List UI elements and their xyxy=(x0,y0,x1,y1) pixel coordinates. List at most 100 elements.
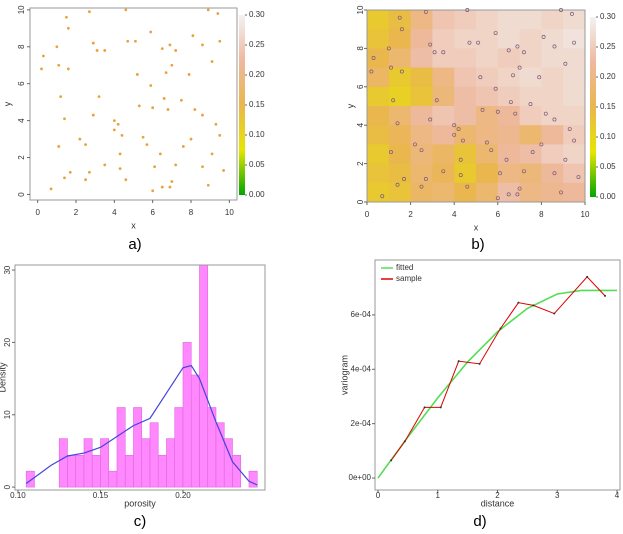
sample-point xyxy=(369,69,374,74)
point xyxy=(124,178,128,182)
heat-cell xyxy=(541,67,564,88)
point xyxy=(151,189,155,193)
point xyxy=(187,73,191,76)
point xyxy=(55,45,59,49)
hist-bar xyxy=(91,454,101,488)
hist-bar xyxy=(190,374,200,488)
heat-cell xyxy=(367,182,390,203)
series-line xyxy=(377,289,618,479)
x-tick-label: 0 xyxy=(35,208,40,217)
sample-point xyxy=(428,42,433,47)
heat-cell xyxy=(563,67,586,88)
sample-point xyxy=(498,171,502,176)
point xyxy=(174,49,178,52)
y-tick-label: 8 xyxy=(356,46,365,51)
sample-point xyxy=(541,34,546,39)
point xyxy=(174,163,178,167)
heat-cell xyxy=(497,67,521,88)
point xyxy=(201,165,204,169)
point xyxy=(42,54,45,58)
point xyxy=(112,119,116,123)
heat-cell xyxy=(432,144,455,165)
point xyxy=(218,39,222,43)
heat-cell xyxy=(410,29,433,49)
heat-cell xyxy=(541,144,564,165)
point xyxy=(145,143,149,147)
heat-cell xyxy=(476,67,499,88)
point xyxy=(166,108,170,111)
sample-point xyxy=(391,98,396,103)
heat-cell xyxy=(541,182,564,203)
point xyxy=(59,95,63,99)
point xyxy=(126,39,130,43)
sample-point xyxy=(452,132,457,137)
sample-point xyxy=(537,75,542,80)
y-tick-label: 2 xyxy=(356,161,365,166)
point xyxy=(91,113,95,117)
y-tick-label: 2 xyxy=(17,155,26,160)
sample-point xyxy=(515,192,520,197)
heat-cell xyxy=(563,48,586,69)
series-point xyxy=(478,362,481,365)
sample-point xyxy=(495,196,500,201)
y-tick-label: 0e+00 xyxy=(349,473,372,482)
sample-point xyxy=(389,150,393,155)
heat-cell xyxy=(410,86,433,107)
heat-cell xyxy=(454,86,477,107)
sample-point xyxy=(567,127,572,131)
point xyxy=(218,133,222,137)
heat-cell xyxy=(541,10,564,30)
heat-cell xyxy=(519,86,542,107)
heat-cell xyxy=(432,86,455,107)
point xyxy=(137,104,141,108)
point xyxy=(84,143,87,147)
point xyxy=(222,169,225,172)
heat-cell xyxy=(563,106,586,126)
plot-frame xyxy=(29,7,238,201)
heat-cell xyxy=(497,29,521,49)
x-tick-label: 4 xyxy=(452,210,457,219)
hist-bar xyxy=(149,422,159,488)
sample-point xyxy=(458,173,463,178)
sample-point xyxy=(467,40,472,45)
hist-bar xyxy=(116,407,126,488)
heat-cell xyxy=(388,67,412,88)
heat-cell xyxy=(454,163,477,184)
y-tick-label: 6 xyxy=(17,81,26,86)
series-point xyxy=(423,406,426,409)
y-tick-label: 6e-04 xyxy=(351,310,372,319)
heat-cell xyxy=(388,106,412,126)
hist-bar xyxy=(199,265,209,488)
point xyxy=(158,152,162,156)
y-tick-label: 2e-04 xyxy=(351,419,372,428)
heat-cell xyxy=(388,144,412,165)
colorbar-tick-label: 0.00 xyxy=(249,190,265,199)
sample-point xyxy=(559,190,563,195)
series-point xyxy=(604,294,607,297)
heat-cell xyxy=(563,86,586,107)
colorbar-tick-label: 0.30 xyxy=(249,10,265,19)
sample-point xyxy=(413,142,417,147)
sample-point xyxy=(506,192,511,197)
heat-cell xyxy=(519,163,542,184)
heat-cell xyxy=(454,48,477,69)
sample-point xyxy=(397,15,402,20)
point xyxy=(168,185,172,189)
point xyxy=(124,8,128,12)
plot-frame xyxy=(374,259,621,491)
heat-cell xyxy=(432,106,455,126)
point xyxy=(206,183,210,187)
point xyxy=(57,145,61,148)
sample-point xyxy=(460,138,465,143)
point xyxy=(149,30,153,34)
x-tick-label: 6 xyxy=(496,210,501,219)
hist-bar xyxy=(232,454,242,488)
point xyxy=(170,180,174,183)
heat-cell xyxy=(497,163,521,184)
series-point xyxy=(439,406,442,409)
heat-cell xyxy=(476,48,499,69)
heat-cell xyxy=(476,10,499,30)
sample-point xyxy=(465,184,470,189)
heat-cell xyxy=(476,86,499,107)
